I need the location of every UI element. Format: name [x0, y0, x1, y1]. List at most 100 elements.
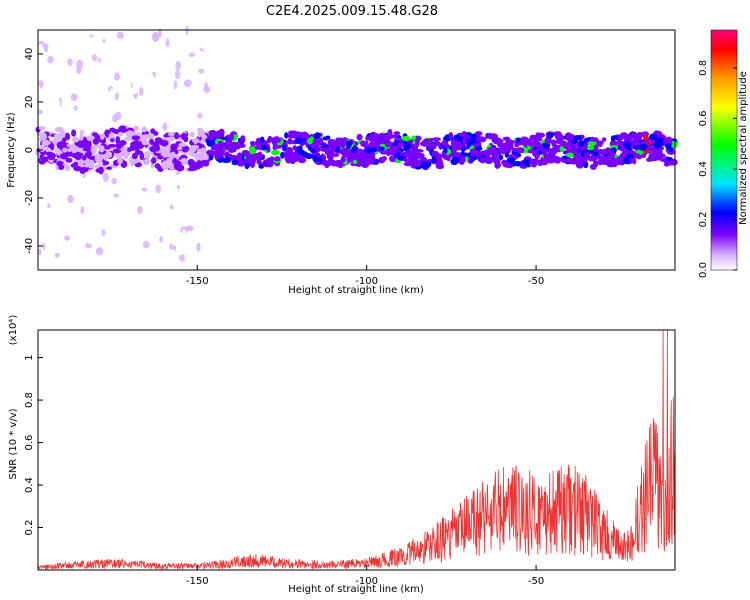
spectrogram-band-cell — [43, 139, 50, 146]
spectrogram-cells — [34, 25, 678, 273]
spectrogram-noise-cell — [269, 253, 275, 260]
spectrogram-noise-cell — [38, 114, 44, 122]
spectrogram-noise-cell — [160, 179, 165, 188]
spectrogram-noise-cell — [636, 98, 641, 107]
spectrogram-noise-cell — [298, 220, 302, 226]
spectrogram-noise-cell — [114, 111, 122, 121]
spectrogram-noise-cell — [176, 185, 181, 190]
spectrogram-noise-cell — [198, 68, 205, 74]
spectrogram-band-cell — [419, 153, 425, 158]
spectrogram-noise-cell — [406, 55, 412, 63]
spectrogram-noise-cell — [194, 97, 200, 105]
spectrogram-band-cell — [543, 143, 549, 150]
spectrogram-band-cell — [61, 137, 67, 144]
spectrogram-band-cell — [464, 135, 471, 139]
spectrogram-noise-cell — [92, 47, 99, 57]
spectrogram-noise-cell — [495, 263, 503, 273]
spectrogram-y-tick-label: -40 — [24, 238, 35, 254]
spectrogram-band-cell — [153, 131, 159, 136]
spectrogram-noise-cell — [197, 112, 203, 119]
spectrogram-band-cell — [459, 155, 466, 163]
spectrogram-band-cell — [154, 137, 163, 143]
spectrogram-noise-cell — [134, 213, 142, 222]
spectrogram-band-cell — [427, 142, 435, 149]
spectrogram-noise-cell — [467, 43, 471, 49]
spectrogram-noise-cell — [39, 120, 45, 128]
spectrogram-band-cell — [117, 131, 124, 137]
spectrogram-noise-cell — [162, 89, 170, 96]
spectrogram-band-cell — [331, 161, 337, 167]
spectrogram-noise-cell — [47, 55, 54, 64]
spectrogram-noise-cell — [215, 180, 219, 186]
spectrogram-band-cell — [131, 131, 137, 137]
spectrogram-band-cell — [62, 147, 68, 153]
spectrogram-noise-cell — [299, 57, 305, 63]
spectrogram-noise-cell — [44, 261, 50, 270]
spectrogram-band-cell — [520, 140, 527, 146]
spectrogram-band-cell — [119, 140, 127, 146]
snr-y-tick-label: 0.8 — [24, 392, 35, 408]
spectrogram-noise-cell — [326, 87, 334, 98]
spectrogram-noise-cell — [369, 248, 373, 258]
spectrogram-noise-cell — [160, 244, 165, 253]
spectrogram-noise-cell — [251, 84, 259, 95]
spectrogram-band-cell — [565, 157, 574, 163]
spectrogram-noise-cell — [265, 48, 272, 57]
spectrogram-band-cell — [248, 157, 253, 163]
spectrogram-noise-cell — [193, 240, 197, 249]
spectrogram-band-cell — [283, 151, 290, 159]
spectrogram-noise-cell — [334, 111, 338, 118]
spectrogram-band-cell — [578, 140, 585, 147]
spectrogram-band-cell — [470, 133, 477, 141]
spectrogram-band-cell — [49, 143, 55, 151]
spectrogram-noise-cell — [513, 183, 518, 191]
spectrogram-noise-cell — [638, 258, 645, 266]
spectrogram-noise-cell — [175, 91, 183, 99]
spectrogram-noise-cell — [59, 50, 63, 59]
spectrogram-noise-cell — [570, 190, 576, 201]
spectrogram-band-cell — [122, 150, 129, 158]
spectrogram-band-cell — [643, 134, 649, 141]
spectrogram-noise-cell — [279, 246, 284, 254]
spectrogram-band-cell — [659, 153, 666, 158]
spectrogram-band-cell — [317, 157, 323, 164]
spectrogram-noise-cell — [544, 81, 550, 90]
spectrogram-noise-cell — [270, 227, 275, 233]
spectrogram-noise-cell — [263, 129, 270, 135]
spectrogram-band-cell — [320, 147, 329, 152]
spectrogram-band-cell — [441, 151, 446, 159]
spectrogram-noise-cell — [606, 36, 612, 42]
spectrogram-noise-cell — [203, 86, 211, 94]
spectrogram-noise-cell — [615, 67, 622, 76]
spectrogram-band-cell — [335, 137, 344, 142]
spectrogram-noise-cell — [328, 210, 337, 216]
spectrogram-noise-cell — [53, 237, 59, 248]
spectrogram-noise-cell — [451, 249, 456, 258]
spectrogram-noise-cell — [142, 95, 150, 106]
spectrogram-noise-cell — [277, 172, 282, 183]
spectrogram-band-cell — [446, 157, 451, 162]
spectrogram-noise-cell — [61, 27, 66, 36]
spectrogram-band-cell — [92, 138, 100, 145]
spectrogram-noise-cell — [443, 183, 450, 189]
spectrogram-band-cell — [663, 162, 670, 167]
spectrogram-band-cell — [86, 150, 92, 158]
spectrogram-band-cell — [134, 148, 141, 156]
spectrogram-noise-cell — [159, 56, 166, 62]
spectrogram-band-cell — [648, 144, 655, 152]
spectrogram-noise-cell — [79, 34, 84, 40]
spectrogram-band-cell — [393, 131, 401, 136]
spectrogram-noise-cell — [269, 195, 274, 204]
spectrogram-noise-cell — [650, 89, 658, 95]
spectrogram-band-cell — [338, 142, 345, 147]
spectrogram-noise-cell — [278, 121, 284, 132]
spectrogram-noise-cell — [268, 261, 275, 272]
spectrogram-band-cell — [622, 141, 632, 149]
spectrogram-band-cell — [99, 154, 105, 159]
spectrogram-band-cell — [74, 152, 83, 160]
spectrogram-noise-cell — [538, 82, 545, 93]
spectrogram-noise-cell — [323, 46, 328, 55]
spectrogram-noise-cell — [159, 236, 164, 243]
spectrogram-band-cell — [345, 140, 353, 148]
spectrogram-band-cell — [391, 155, 397, 163]
